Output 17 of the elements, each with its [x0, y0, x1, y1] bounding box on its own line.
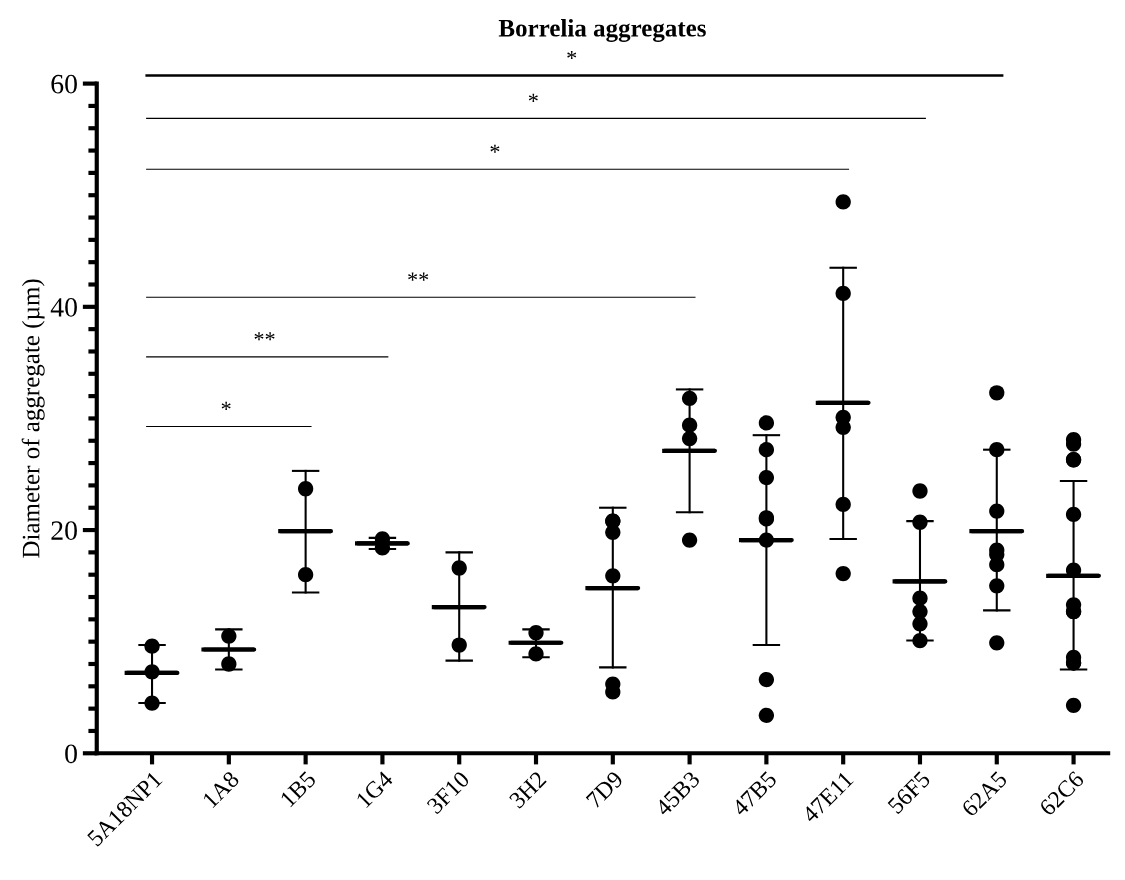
x-tick-label: 3H2: [508, 770, 547, 809]
y-axis-title: Diameter of aggregate (µm): [21, 279, 45, 558]
y-tick-label: 0: [65, 744, 77, 764]
x-tick-label: 1B5: [279, 770, 317, 808]
x-tick-label: 1G4: [355, 770, 394, 809]
chart-title: Borrelia aggregates: [498, 19, 706, 42]
x-tick-label: 7D9: [585, 770, 624, 809]
y-tick-label: 40: [50, 297, 77, 317]
y-tick-label: 60: [51, 74, 77, 94]
y-tick-label: 20: [51, 521, 77, 540]
annotation: **: [254, 332, 275, 341]
text: *: [567, 50, 577, 60]
annotation: *: [221, 401, 231, 410]
annotation: *: [528, 93, 538, 102]
x-tick-label: 1A8: [202, 770, 240, 809]
annotation: *: [490, 144, 500, 153]
annotation: **: [408, 272, 429, 281]
